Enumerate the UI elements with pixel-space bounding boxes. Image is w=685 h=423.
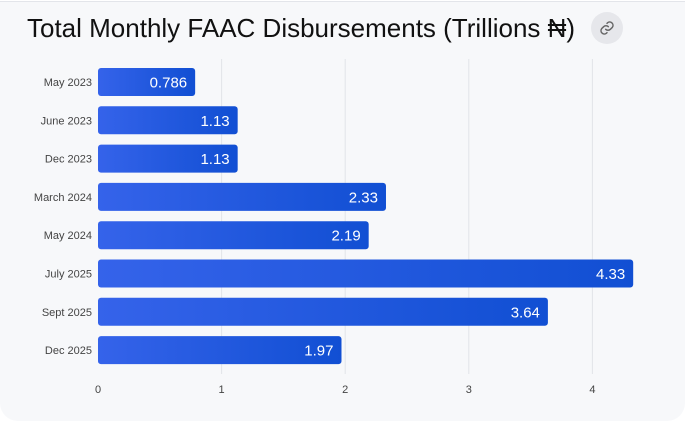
bar-value-label: 2.19 <box>331 228 360 245</box>
category-label: May 2023 <box>44 77 92 89</box>
bar-value-label: 1.97 <box>304 343 333 360</box>
x-tick-label: 1 <box>219 384 225 396</box>
bar[interactable] <box>98 68 196 96</box>
bar-value-label: 3.64 <box>511 304 540 321</box>
category-label: Sept 2025 <box>42 307 92 319</box>
x-tick-label: 0 <box>95 384 101 396</box>
chart-title: Total Monthly FAAC Disbursements (Trilli… <box>27 13 576 43</box>
x-tick-label: 4 <box>589 384 595 396</box>
category-label: May 2024 <box>44 230 92 242</box>
category-label: March 2024 <box>34 192 92 204</box>
bar-value-label: 0.786 <box>150 75 188 92</box>
category-label: Dec 2023 <box>45 154 92 166</box>
bar[interactable] <box>98 182 386 211</box>
x-tick-label: 2 <box>342 384 348 396</box>
copy-link-button[interactable] <box>591 12 623 44</box>
bar[interactable] <box>98 259 634 288</box>
bar[interactable] <box>98 336 342 365</box>
bar[interactable] <box>98 221 369 250</box>
x-tick-label: 3 <box>466 384 472 396</box>
category-label: June 2023 <box>41 115 92 127</box>
category-label: July 2025 <box>45 269 92 281</box>
link-icon <box>600 21 614 35</box>
bar[interactable] <box>98 144 238 173</box>
bar-value-label: 4.33 <box>596 266 625 283</box>
bar-value-label: 1.13 <box>200 113 229 130</box>
bar[interactable] <box>98 106 238 135</box>
bar-value-label: 2.33 <box>349 189 378 206</box>
bar-value-label: 1.13 <box>200 151 229 168</box>
category-label: Dec 2025 <box>45 345 92 357</box>
bar[interactable] <box>98 297 548 326</box>
